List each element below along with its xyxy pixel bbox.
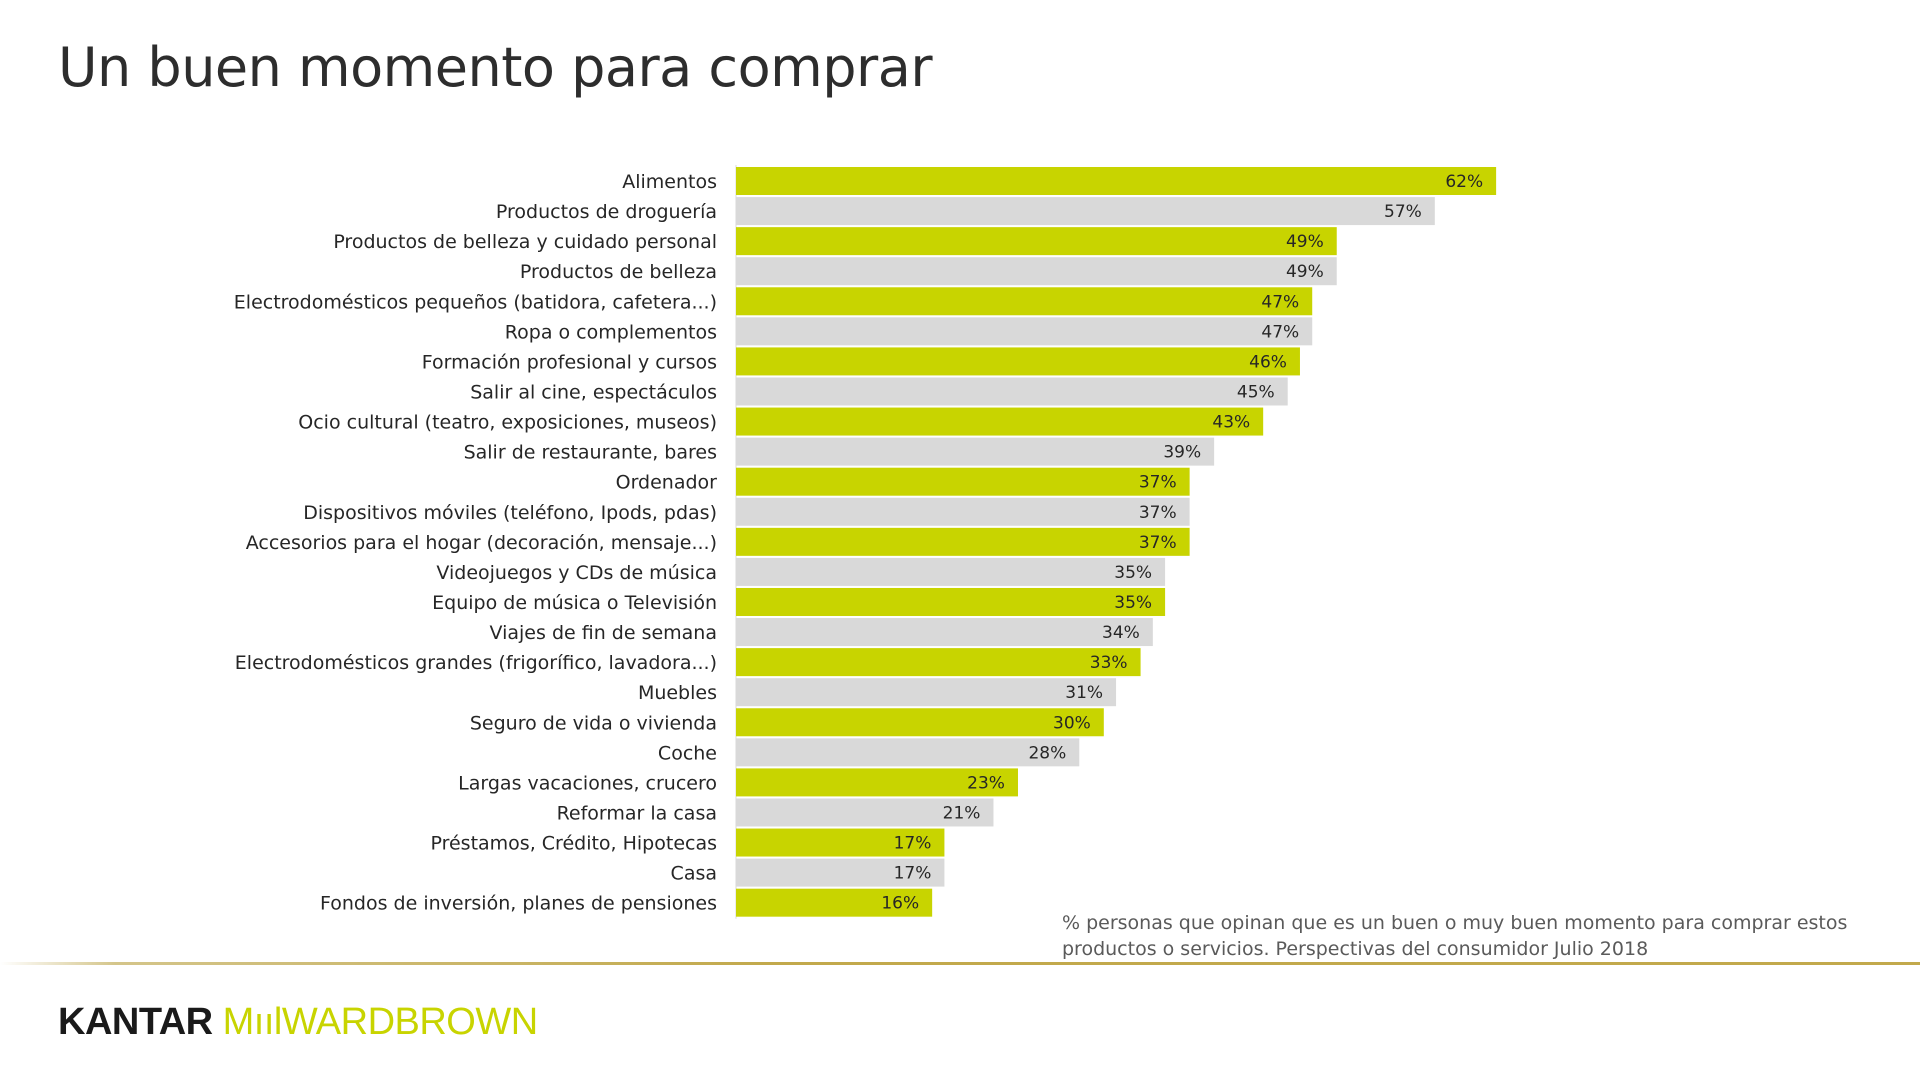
category-label: Productos de droguería (496, 201, 717, 223)
value-label: 57% (1384, 202, 1422, 222)
value-label: 34% (1102, 623, 1140, 643)
value-label: 46% (1249, 352, 1287, 372)
value-label: 43% (1212, 413, 1250, 433)
bar (736, 768, 1018, 797)
kantar-millward-brown-logo: KANTAR MıılWARDBROWN (58, 1000, 538, 1044)
value-label: 17% (894, 864, 932, 884)
category-label: Viajes de fin de semana (490, 622, 717, 644)
category-label: Muebles (638, 682, 717, 704)
bar (736, 347, 1300, 376)
bar (736, 317, 1313, 346)
value-label: 17% (894, 834, 932, 854)
category-label: Ocio cultural (teatro, exposiciones, mus… (298, 412, 717, 434)
value-label: 37% (1139, 503, 1177, 523)
bar (736, 497, 1190, 526)
category-label: Productos de belleza (520, 261, 717, 283)
value-label: 35% (1114, 563, 1152, 583)
value-label: 21% (943, 803, 981, 823)
bar (736, 738, 1080, 767)
category-label: Largas vacaciones, crucero (458, 772, 717, 794)
logo-millwardbrown: MıılWARDBROWN (222, 1001, 539, 1043)
bar (736, 197, 1435, 226)
value-label: 16% (881, 894, 919, 914)
category-label: Ropa o complementos (505, 321, 717, 343)
bar (736, 708, 1104, 737)
category-label: Productos de belleza y cuidado personal (333, 231, 717, 253)
bar (736, 167, 1497, 195)
value-label: 35% (1114, 593, 1152, 613)
bar (736, 227, 1337, 256)
bar (736, 678, 1117, 707)
value-label: 31% (1065, 683, 1103, 703)
value-label: 62% (1445, 172, 1483, 192)
category-label: Equipo de música o Televisión (432, 592, 717, 614)
value-label: 28% (1028, 743, 1066, 763)
category-label: Accesorios para el hogar (decoración, me… (246, 532, 717, 554)
chart-footnote: % personas que opinan que es un buen o m… (1062, 912, 1848, 960)
footer-divider (0, 962, 1920, 965)
value-label: 23% (967, 773, 1005, 793)
page-title: Un buen momento para comprar (58, 36, 933, 99)
bar (736, 407, 1264, 436)
value-label: 37% (1139, 533, 1177, 553)
bar (736, 858, 945, 887)
bar (736, 618, 1153, 647)
value-label: 49% (1286, 262, 1324, 282)
value-label: 30% (1053, 713, 1091, 733)
bar (736, 527, 1190, 556)
bar (736, 798, 994, 827)
category-label: Préstamos, Crédito, Hipotecas (430, 833, 717, 855)
category-label: Videojuegos y CDs de música (436, 562, 717, 584)
value-label: 49% (1286, 232, 1324, 252)
value-label: 39% (1163, 443, 1201, 463)
bar (736, 377, 1288, 406)
category-label: Ordenador (616, 472, 718, 494)
category-label: Salir al cine, espectáculos (470, 381, 717, 403)
logo-kantar: KANTAR (58, 1001, 213, 1043)
category-label: Electrodomésticos pequeños (batidora, ca… (234, 291, 717, 313)
category-label: Alimentos (622, 171, 717, 193)
bar (736, 287, 1313, 316)
value-label: 47% (1261, 322, 1299, 342)
category-label: Reformar la casa (557, 802, 717, 824)
category-label: Electrodomésticos grandes (frigorífico, … (235, 652, 717, 674)
category-label: Fondos de inversión, planes de pensiones (320, 893, 717, 915)
value-label: 45% (1237, 382, 1275, 402)
bar (736, 437, 1215, 466)
bar (736, 587, 1166, 616)
bar (736, 257, 1337, 286)
category-label: Coche (658, 742, 717, 764)
value-label: 33% (1090, 653, 1128, 673)
category-label: Formación profesional y cursos (422, 351, 717, 373)
bar (736, 648, 1141, 677)
bar (736, 888, 933, 917)
category-label: Salir de restaurante, bares (464, 442, 717, 464)
category-label: Dispositivos móviles (teléfono, Ipods, p… (303, 502, 717, 524)
bar (736, 467, 1190, 496)
value-label: 47% (1261, 292, 1299, 312)
bar (736, 557, 1166, 586)
bar (736, 828, 945, 857)
category-label: Seguro de vida o vivienda (470, 712, 717, 734)
value-label: 37% (1139, 473, 1177, 493)
bar-chart: Alimentos 62% Productos de droguería 57% Pro… (234, 165, 1497, 919)
category-label: Casa (671, 863, 717, 885)
